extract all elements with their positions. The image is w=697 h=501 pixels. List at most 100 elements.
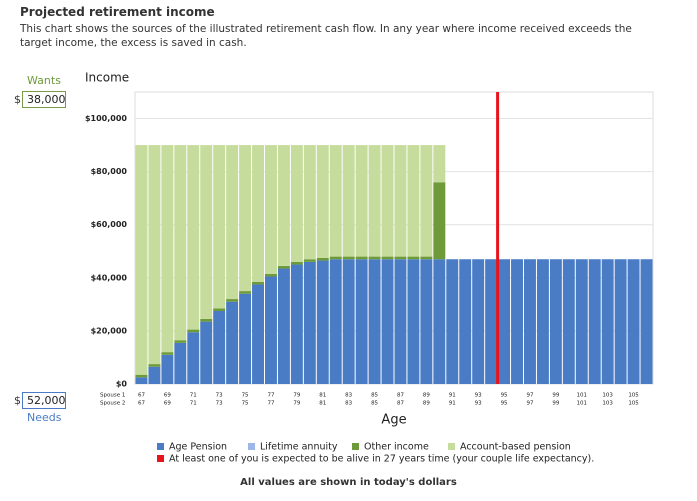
currency: $: [14, 394, 21, 407]
bar-segment: [588, 259, 601, 384]
bar-segment: [200, 318, 213, 322]
spouse-label: Spouse 2: [100, 401, 125, 407]
currency: $: [14, 93, 21, 106]
bar-segment: [239, 293, 252, 384]
bar-segment: [381, 256, 394, 260]
x-tick-label: 97: [526, 393, 533, 399]
bar-segment: [226, 301, 239, 384]
x-tick-label: 73: [216, 401, 223, 407]
bar-segment: [433, 145, 446, 183]
bar-segment: [355, 259, 368, 384]
description: This chart shows the sources of the illu…: [20, 23, 632, 49]
y-axis-title: Income: [85, 71, 129, 85]
x-tick-label: 85: [371, 393, 378, 399]
x-tick-label: 73: [216, 393, 223, 399]
bar-segment: [187, 332, 200, 384]
bar-segment: [239, 145, 252, 292]
bar-segment: [161, 145, 174, 353]
legend-swatch: [248, 443, 255, 450]
bar-segment: [511, 259, 523, 384]
x-tick-label: 85: [371, 401, 378, 407]
footer: All values are shown in today's dollars: [240, 477, 457, 488]
x-tick-label: 105: [628, 401, 639, 407]
bar-segment: [277, 268, 290, 384]
x-tick-label: 99: [552, 401, 559, 407]
bar-segment: [342, 259, 355, 384]
bar-segment: [342, 145, 355, 257]
x-tick-label: 81: [319, 393, 326, 399]
y-tick-label: $100,000: [85, 114, 127, 123]
y-tick-label: $80,000: [91, 167, 128, 176]
bar-segment: [148, 364, 161, 367]
x-tick-label: 75: [242, 401, 249, 407]
bar-segment: [161, 354, 174, 384]
x-tick-label: 101: [577, 393, 588, 399]
bar-segment: [329, 259, 342, 384]
x-tick-label: 77: [267, 401, 274, 407]
bar-segment: [290, 264, 303, 384]
bar-segment: [303, 259, 316, 262]
x-tick-label: 87: [397, 393, 404, 399]
x-tick-label: 95: [501, 401, 508, 407]
bar-segment: [187, 329, 200, 333]
bar-segment: [433, 182, 446, 260]
bar-segment: [459, 259, 472, 384]
bar-segment: [148, 145, 161, 365]
legend-swatch: [448, 443, 455, 450]
wants-label: Wants: [27, 74, 61, 87]
wants-input[interactable]: 38,000: [22, 91, 66, 108]
bar-segment: [549, 259, 562, 384]
spouse-label: Spouse 1: [100, 393, 125, 399]
x-axis-title: Age: [381, 413, 406, 428]
y-tick-label: $0: [116, 380, 128, 389]
x-tick-label: 83: [345, 393, 352, 399]
x-tick-label: 93: [475, 401, 482, 407]
bar-segment: [303, 261, 316, 384]
bar-segment: [575, 259, 588, 384]
bar-segment: [303, 145, 316, 260]
bar-segment: [420, 259, 433, 384]
bar-segment: [472, 259, 485, 384]
bar-segment: [252, 281, 264, 285]
x-tick-label: 67: [138, 401, 145, 407]
legend-label: At least one of you is expected to be al…: [169, 454, 594, 465]
x-tick-label: 99: [552, 393, 559, 399]
legend-swatch: [352, 443, 359, 450]
bar-segment: [562, 259, 575, 384]
bar-segment: [368, 256, 381, 260]
needs-label: Needs: [27, 411, 62, 424]
x-tick-label: 89: [423, 401, 430, 407]
bar-segment: [394, 256, 407, 260]
x-tick-label: 95: [501, 393, 508, 399]
x-tick-label: 103: [602, 401, 613, 407]
bar-segment: [316, 257, 329, 261]
bar-segment: [368, 259, 381, 384]
x-tick-label: 93: [475, 393, 482, 399]
bar-segment: [381, 145, 394, 257]
bar-segment: [174, 342, 187, 384]
bar-segment: [381, 259, 394, 384]
bar-segment: [265, 273, 277, 277]
needs-input[interactable]: 52,000: [22, 392, 66, 409]
bar-segment: [239, 291, 252, 294]
x-tick-label: 69: [164, 401, 171, 407]
bar-segment: [355, 145, 368, 257]
bar-segment: [614, 259, 627, 384]
bar-segment: [252, 145, 264, 282]
bar-segment: [342, 256, 355, 260]
plot-frame: [134, 91, 654, 385]
bar-segment: [446, 259, 459, 384]
bar-segment: [226, 145, 239, 300]
x-tick-label: 79: [293, 401, 300, 407]
bar-segment: [213, 308, 226, 311]
bar-segment: [290, 145, 303, 262]
bar-segment: [420, 145, 433, 257]
title: Projected retirement income: [20, 5, 215, 19]
bar-segment: [498, 259, 511, 384]
x-tick-label: 89: [423, 393, 430, 399]
bar-segment: [640, 259, 653, 384]
bar-segment: [394, 259, 407, 384]
y-tick-label: $40,000: [91, 273, 128, 282]
bar-segment: [524, 259, 536, 384]
bar-segment: [601, 259, 614, 384]
